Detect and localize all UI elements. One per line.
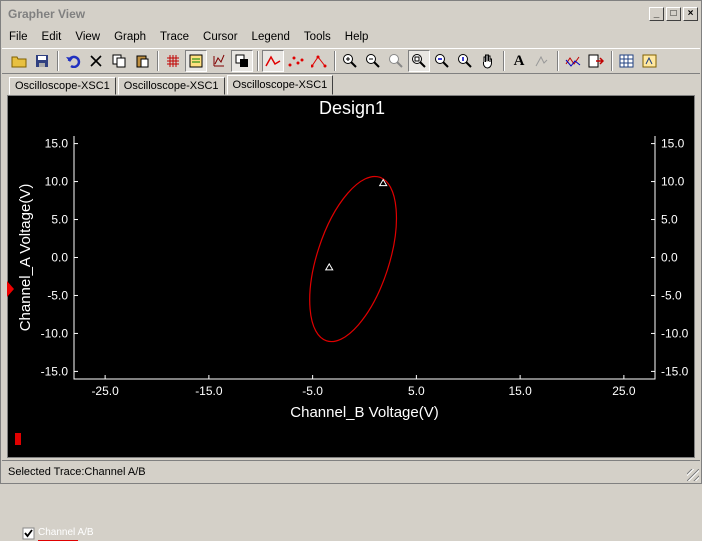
menu-trace[interactable]: Trace [160, 31, 190, 43]
x-tick-label: 5.0 [408, 384, 425, 398]
legend-label: Channel A/B [38, 526, 94, 538]
menu-cursor[interactable]: Cursor [203, 31, 238, 43]
y-tick-label-right: 10.0 [661, 175, 685, 189]
y-tick-label-right: -5.0 [661, 288, 682, 302]
label-icon[interactable] [531, 50, 553, 72]
line-points-trace-icon[interactable] [308, 50, 330, 72]
x-tick-label: -25.0 [91, 384, 119, 398]
grid-icon[interactable] [162, 50, 184, 72]
menu-graph[interactable]: Graph [114, 31, 147, 43]
zoom-in-icon[interactable] [339, 50, 361, 72]
menu-view[interactable]: View [75, 31, 101, 43]
y-tick-label-left: -15.0 [41, 364, 69, 378]
overlay-traces-icon[interactable] [562, 50, 584, 72]
y-tick-label-right: 15.0 [661, 137, 685, 151]
x-tick-label: -5.0 [302, 384, 323, 398]
y-tick-label-right: 5.0 [661, 213, 678, 227]
status-text: Selected Trace:Channel A/B [8, 465, 146, 478]
cursor-marker-2 [324, 262, 334, 271]
chart-title: Design1 [318, 98, 386, 118]
zoom-x-icon[interactable] [431, 50, 453, 72]
maximize-button[interactable]: □ [666, 7, 681, 21]
reverse-colors-icon[interactable] [231, 50, 253, 72]
points-trace-icon[interactable] [285, 50, 307, 72]
toolbar-separator [557, 51, 559, 71]
legend-swatch [38, 539, 78, 541]
y-tick-label-right: -15.0 [661, 364, 689, 378]
menu-file[interactable]: File [9, 31, 28, 43]
window-title: Grapher View [8, 7, 86, 21]
y-tick-label-left: 5.0 [51, 213, 68, 227]
cursor-marker-1 [378, 178, 388, 187]
legend-toggle-icon[interactable] [185, 50, 207, 72]
y-tick-label-left: 10.0 [45, 175, 69, 189]
toolbar-separator [157, 51, 159, 71]
y-tick-label-right: 0.0 [661, 251, 678, 265]
copy-icon[interactable] [108, 50, 130, 72]
x-tick-label: 15.0 [508, 384, 532, 398]
x-tick-label: 25.0 [612, 384, 636, 398]
menu-legend[interactable]: Legend [251, 31, 290, 43]
pan-hand-icon[interactable] [477, 50, 499, 72]
y-tick-label-left: 15.0 [45, 137, 69, 151]
menu-help[interactable]: Help [344, 31, 369, 43]
x-tick-label: -15.0 [195, 384, 223, 398]
trace-channel-ab [309, 175, 398, 343]
menu-tools[interactable]: Tools [303, 31, 331, 43]
legend-entry: Channel A/B [38, 526, 94, 541]
y-tick-label-right: -10.0 [661, 326, 689, 340]
legend: Channel A/B [22, 527, 94, 541]
y-tick-label-left: 0.0 [51, 251, 68, 265]
toolbar-separator [257, 51, 259, 71]
minimize-button[interactable]: _ [649, 7, 664, 21]
zoom-y-icon[interactable] [454, 50, 476, 72]
plot-area[interactable]: Design1 15.0 15.0 10.0 10.0 5.0 5.0 0.0 0.0 -5.0… [7, 95, 696, 541]
line-trace-icon[interactable] [262, 50, 284, 72]
y-axis-label: Channel_A Voltage(V) [17, 184, 34, 332]
toolbar-separator [611, 51, 613, 71]
zoom-area-icon[interactable] [385, 50, 407, 72]
zoom-out-icon[interactable] [362, 50, 384, 72]
selected-trace-marker [7, 281, 14, 297]
x-axis-label: Channel_B Voltage(V) [290, 404, 438, 421]
legend-selected-marker [15, 433, 21, 445]
chart-svg[interactable]: 15.0 15.0 10.0 10.0 5.0 5.0 0.0 0.0 -5.0 -5.0 -10.… [8, 96, 696, 459]
cut-icon[interactable] [85, 50, 107, 72]
tab-oscilloscope-3[interactable]: Oscilloscope-XSC1 [226, 75, 334, 95]
y-tick-label-left: -10.0 [41, 326, 69, 340]
legend-checkbox[interactable] [22, 527, 36, 541]
resize-grip-icon[interactable] [687, 469, 699, 481]
close-button[interactable]: × [683, 7, 698, 21]
toolbar-separator [503, 51, 505, 71]
menu-bar: File Edit View Graph Trace Cursor Legend… [2, 27, 700, 47]
export-excel-icon[interactable] [616, 50, 638, 72]
save-icon[interactable] [31, 50, 53, 72]
tab-oscilloscope-2[interactable]: Oscilloscope-XSC1 [117, 77, 225, 95]
paste-icon[interactable] [131, 50, 153, 72]
toolbar: A [2, 48, 700, 74]
tab-oscilloscope-1[interactable]: Oscilloscope-XSC1 [9, 77, 116, 95]
axes-frame [73, 136, 656, 380]
export-icon[interactable] [585, 50, 607, 72]
export-mathcad-icon[interactable] [639, 50, 661, 72]
y-tick-label-left: -5.0 [47, 288, 68, 302]
status-bar: Selected Trace:Channel A/B [2, 460, 700, 482]
menu-edit[interactable]: Edit [41, 31, 62, 43]
graph-properties-icon[interactable] [208, 50, 230, 72]
text-icon[interactable]: A [513, 52, 525, 69]
open-folder-icon[interactable] [8, 50, 30, 72]
toolbar-separator [57, 51, 59, 71]
undo-icon[interactable] [62, 50, 84, 72]
toolbar-separator [334, 51, 336, 71]
zoom-full-icon[interactable] [408, 50, 430, 72]
tab-strip: Oscilloscope-XSC1 Oscilloscope-XSC1 Osci… [9, 75, 335, 95]
title-bar: Grapher View _ □ × [2, 2, 700, 26]
